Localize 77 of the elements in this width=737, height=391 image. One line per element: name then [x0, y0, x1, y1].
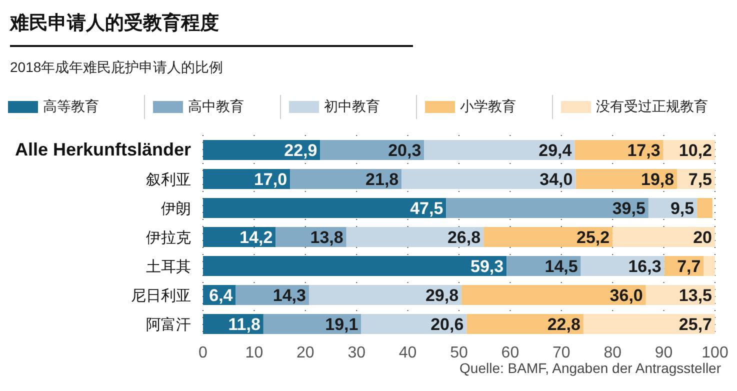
bar	[704, 256, 715, 276]
data-label: 19,8	[641, 170, 674, 189]
data-label: 21,8	[366, 170, 399, 189]
data-label: 59,3	[470, 257, 504, 276]
bar	[446, 198, 648, 218]
y-tick-label: 伊拉克	[146, 230, 191, 246]
data-label: 14,5	[544, 257, 578, 276]
chart-title: 难民申请人的受教育程度	[10, 11, 219, 36]
data-label: 7,7	[677, 257, 701, 276]
legend-label: 高等教育	[43, 98, 99, 116]
bar	[203, 256, 507, 276]
source-note: Quelle: BAMF, Angaben der Antragssteller	[460, 360, 721, 376]
data-label: 17,3	[627, 141, 660, 160]
x-tick-label: 40	[398, 344, 417, 362]
chart-subtitle: 2018年成年难民庇护申请人的比例	[10, 59, 224, 77]
data-label: 29,4	[538, 141, 572, 160]
data-label: 7,5	[688, 170, 712, 189]
bar	[574, 140, 664, 160]
data-label: 39,5	[612, 199, 646, 218]
data-label: 29,8	[425, 286, 459, 305]
y-tick-label: Alle Herkunftsländer	[14, 140, 191, 160]
legend-label: 没有受过正规教育	[596, 98, 708, 116]
bar	[203, 140, 320, 160]
data-label: 22,8	[547, 315, 580, 334]
data-label: 34,0	[540, 170, 573, 189]
y-tick-label: 叙利亚	[146, 172, 191, 188]
data-label: 14,2	[240, 228, 273, 247]
bar	[466, 314, 584, 334]
x-tick-label: 10	[245, 344, 264, 362]
bar	[308, 285, 462, 305]
bar	[402, 169, 576, 189]
data-label: 13,8	[310, 228, 344, 247]
data-label: 14,3	[272, 286, 306, 305]
x-tick-label: 100	[702, 344, 728, 362]
x-tick-label: 20	[296, 344, 314, 362]
data-label: 19,1	[325, 315, 358, 334]
x-tick-label: 50	[450, 344, 468, 362]
x-tick-label: 30	[348, 344, 366, 362]
data-label: 10,2	[678, 141, 712, 160]
legend-label: 初中教育	[324, 98, 380, 116]
bar	[424, 140, 575, 160]
bar	[346, 227, 484, 247]
bar	[203, 198, 446, 218]
data-label: 20	[693, 228, 712, 247]
y-tick-label: 土耳其	[146, 258, 191, 276]
data-label: 9,5	[670, 199, 694, 218]
data-label: 6,4	[209, 286, 234, 305]
data-label: 47,5	[410, 199, 444, 218]
data-label: 20,6	[430, 315, 464, 334]
data-label: 25,7	[678, 315, 712, 334]
bar	[612, 227, 715, 247]
bar	[462, 285, 646, 305]
x-tick-label: 0	[198, 344, 208, 362]
data-label: 11,8	[228, 315, 260, 334]
y-tick-label: 伊朗	[161, 200, 191, 218]
bar	[263, 314, 362, 334]
data-label: 26,8	[447, 228, 481, 247]
x-tick-label: 90	[654, 344, 673, 362]
x-tick-label: 70	[552, 344, 570, 362]
data-label: 25,2	[576, 228, 610, 247]
legend-label: 小学教育	[460, 98, 516, 116]
legend-label: 高中教育	[188, 98, 244, 116]
bar	[484, 227, 613, 247]
bar	[583, 314, 715, 334]
data-label: 13,5	[678, 286, 712, 305]
data-label: 22,9	[284, 141, 318, 160]
bar	[697, 198, 712, 218]
data-label: 36,0	[610, 286, 643, 305]
y-tick-label: 尼日利亚	[131, 288, 191, 304]
data-label: 20,3	[388, 141, 422, 160]
data-label: 17,0	[254, 170, 288, 189]
bar	[320, 140, 424, 160]
bar	[290, 169, 402, 189]
x-tick-label: 80	[604, 344, 622, 362]
y-tick-label: 阿富汗	[146, 316, 191, 334]
data-label: 16,3	[628, 257, 662, 276]
x-tick-label: 60	[501, 344, 520, 362]
